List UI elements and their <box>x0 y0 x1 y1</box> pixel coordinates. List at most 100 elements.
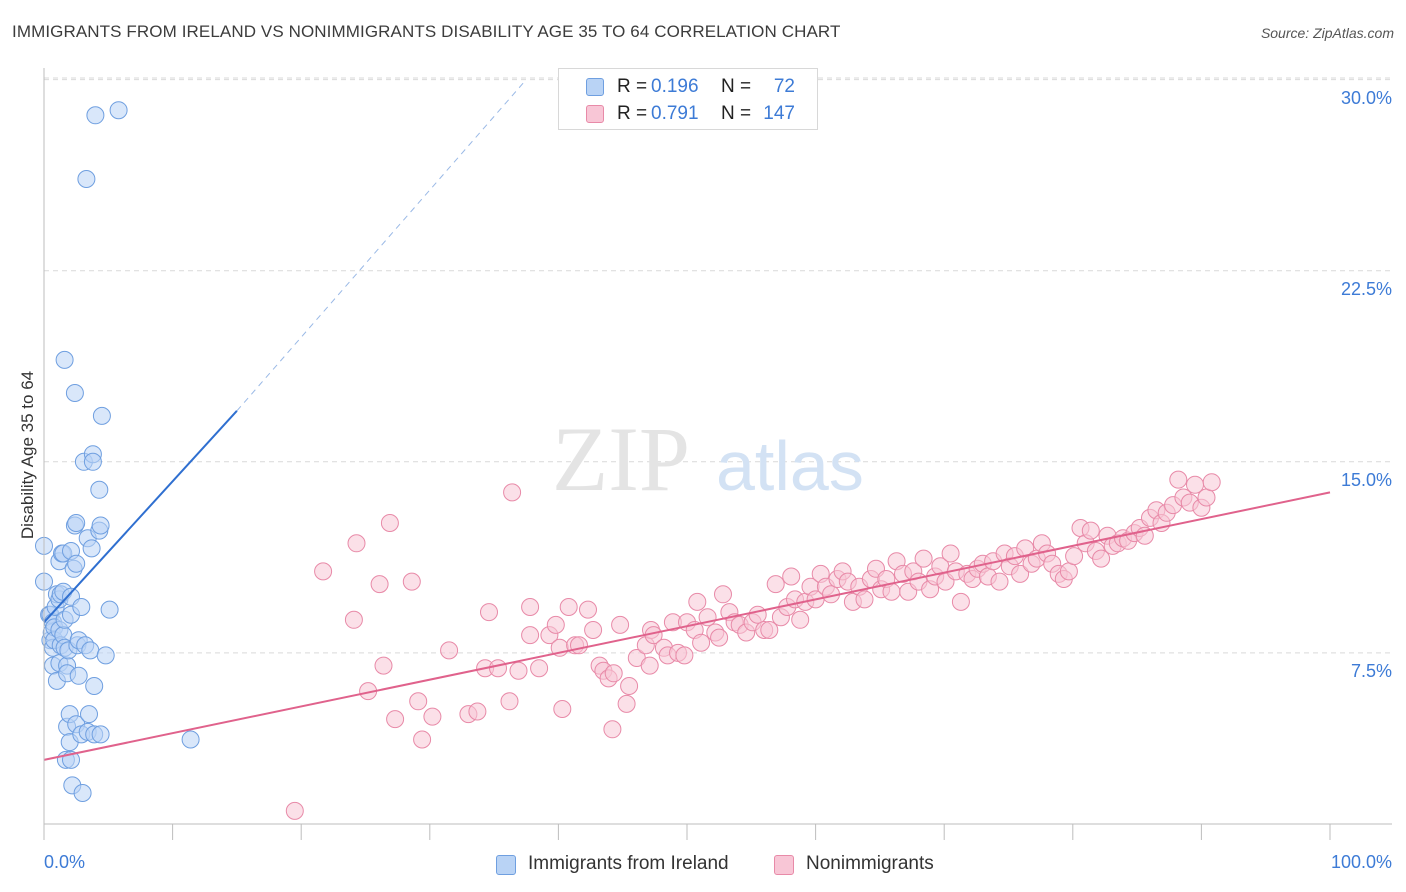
ireland-swatch <box>586 78 604 96</box>
series-legend: Immigrants from Ireland Nonimmigrants <box>0 850 1406 880</box>
ireland-point <box>81 641 100 660</box>
stats-legend: R = 0.196 N = 72 R = 0.791 N = 147 <box>558 68 818 130</box>
axes <box>43 68 1392 840</box>
nonimmigrants-point <box>855 590 874 609</box>
nonimmigrants-point <box>1065 547 1084 566</box>
nonimmigrants-swatch <box>774 855 794 875</box>
nonimmigrants-point <box>990 572 1009 591</box>
nonimmigrants-point <box>521 598 540 616</box>
ireland-point <box>85 677 104 695</box>
nonimmigrants-point <box>489 659 507 678</box>
nonimmigrants-trend-line <box>43 491 1331 761</box>
stats-row-nonimmigrants: R = 0.791 N = 147 <box>559 101 817 127</box>
nonimmigrants-point <box>503 483 522 502</box>
nonimmigrants-point <box>402 572 421 591</box>
r-label: R = <box>617 103 648 124</box>
nonimmigrants-points <box>285 470 1221 820</box>
nonimmigrants-point <box>1081 521 1100 540</box>
ireland-swatch <box>496 855 516 875</box>
nonimmigrants-point <box>603 720 622 739</box>
nonimmigrants-point <box>1169 470 1188 489</box>
ireland-point <box>109 101 128 120</box>
y-axis-label: Disability Age 35 to 64 <box>18 370 37 540</box>
nonimmigrants-point <box>423 707 442 726</box>
chart-title: IMMIGRANTS FROM IRELAND VS NONIMMIGRANTS… <box>12 22 841 41</box>
watermark-atlas: atlas <box>716 427 864 505</box>
ireland-point <box>80 705 98 724</box>
nonimmigrants-point <box>714 585 732 604</box>
nonimmigrants-point <box>314 562 333 581</box>
y-tick-label: 15.0% <box>1340 470 1392 490</box>
ireland-point <box>100 600 119 619</box>
ireland-point <box>90 480 109 499</box>
nonimmigrants-point <box>710 628 729 647</box>
nonimmigrants-point <box>611 615 630 634</box>
ireland-point <box>73 784 92 802</box>
nonimmigrants-point <box>782 567 801 586</box>
ireland-point <box>65 384 84 402</box>
r-value: 0.791 <box>651 103 699 124</box>
nonimmigrants-swatch <box>586 105 604 123</box>
nonimmigrants-point <box>640 656 659 675</box>
nonimmigrants-point <box>386 710 405 729</box>
nonimmigrants-point <box>1011 564 1030 583</box>
nonimmigrants-point <box>617 694 636 713</box>
watermark: ZIP atlas <box>552 408 864 510</box>
nonimmigrants-point <box>509 661 528 680</box>
legend-label: Immigrants from Ireland <box>528 853 729 874</box>
trend-lines <box>43 79 1331 761</box>
nonimmigrants-point <box>791 610 810 629</box>
y-tick-label: 30.0% <box>1340 88 1392 108</box>
ireland-point <box>91 725 110 744</box>
ireland-points <box>35 101 200 802</box>
nonimmigrants-point <box>941 544 960 563</box>
nonimmigrants-point <box>413 730 432 749</box>
nonimmigrants-point <box>579 600 597 619</box>
nonimmigrants-point <box>760 621 779 639</box>
x-tick-label: 0.0% <box>44 852 86 872</box>
nonimmigrants-point <box>1197 488 1216 507</box>
n-label: N = <box>721 103 752 124</box>
nonimmigrants-point <box>374 656 393 675</box>
nonimmigrants-point <box>1202 473 1221 492</box>
nonimmigrants-point <box>951 592 970 611</box>
ireland-point <box>67 554 86 573</box>
grid-layer <box>44 77 1392 654</box>
ireland-point <box>96 646 115 665</box>
n-value: 72 <box>773 76 795 97</box>
ireland-point <box>86 106 105 125</box>
source-label: Source: ZipAtlas.com <box>1260 25 1394 41</box>
x-tick-label: 100.0% <box>1330 852 1392 872</box>
nonimmigrants-point <box>521 626 540 645</box>
ireland-trend-line <box>43 410 238 623</box>
nonimmigrants-point <box>347 534 366 553</box>
ireland-point <box>181 730 200 749</box>
n-value: 147 <box>763 103 795 124</box>
nonimmigrants-point <box>766 575 785 594</box>
ireland-point <box>83 452 102 471</box>
nonimmigrants-point <box>480 603 498 622</box>
ireland-point <box>92 406 111 425</box>
watermark-zip: ZIP <box>552 408 690 510</box>
nonimmigrants-point <box>440 641 459 660</box>
r-label: R = <box>617 76 648 97</box>
nonimmigrants-point <box>914 549 933 568</box>
nonimmigrants-point <box>285 801 304 820</box>
nonimmigrants-point <box>1016 539 1035 558</box>
nonimmigrants-point <box>1092 549 1111 568</box>
ireland-point <box>91 516 110 535</box>
nonimmigrants-point <box>500 692 519 711</box>
ireland-point <box>72 598 91 616</box>
nonimmigrants-point <box>748 605 767 624</box>
legend-label: Nonimmigrants <box>806 853 934 874</box>
ireland-point <box>67 514 86 532</box>
nonimmigrants-point <box>553 700 572 718</box>
nonimmigrants-point <box>559 598 578 616</box>
ireland-point <box>69 666 88 685</box>
nonimmigrants-point <box>370 575 389 594</box>
nonimmigrants-point <box>1059 562 1078 581</box>
ireland-point <box>55 350 74 369</box>
nonimmigrants-point <box>692 633 711 652</box>
nonimmigrants-point <box>530 659 549 678</box>
